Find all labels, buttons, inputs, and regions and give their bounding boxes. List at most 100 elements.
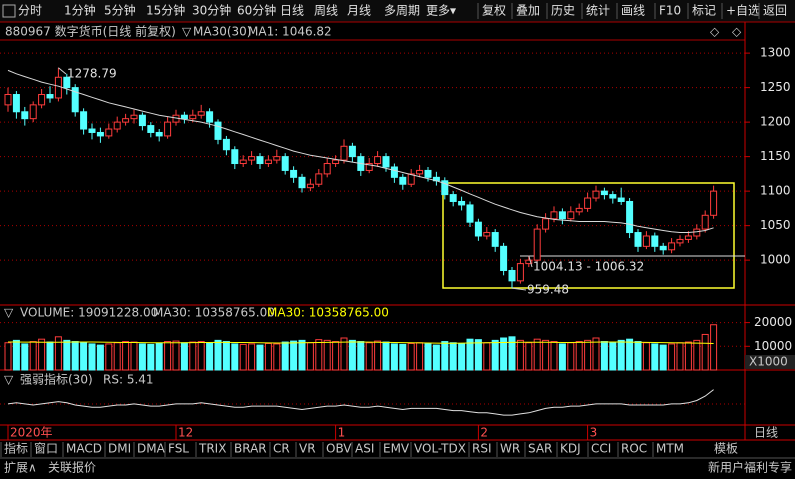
window-icon[interactable]: ◇	[732, 25, 742, 39]
footer-link[interactable]: 扩展∧	[4, 461, 37, 475]
price-annotation: 959.48	[527, 283, 569, 297]
candle-body	[164, 121, 172, 137]
period-button[interactable]: 30分钟	[192, 3, 231, 18]
tool-button[interactable]: 标记	[692, 4, 716, 18]
window-icon[interactable]: ◇	[710, 25, 720, 39]
volume-bar	[340, 337, 348, 371]
y-tick-label: 1150	[760, 149, 791, 163]
indicator-tab[interactable]: CR	[273, 442, 290, 456]
period-button[interactable]: 5分钟	[104, 3, 136, 18]
indicator-tab[interactable]: BRAR	[234, 442, 267, 456]
volume-bar	[290, 340, 298, 371]
y-tick-label: 1300	[760, 46, 791, 60]
volume-bar	[130, 341, 138, 371]
candle-body	[609, 194, 617, 199]
period-button[interactable]: 15分钟	[146, 3, 185, 18]
candle-body	[449, 194, 457, 202]
volume-bar	[399, 343, 407, 371]
candle-body	[668, 242, 676, 251]
volume-bar	[416, 342, 424, 371]
candle-body	[29, 104, 37, 120]
rs-line	[7, 389, 714, 416]
indicator-tab[interactable]: KDJ	[560, 442, 581, 456]
toolbar-bg	[0, 0, 795, 22]
period-button[interactable]: 60分钟	[237, 3, 276, 18]
indicator-tab[interactable]: MTM	[656, 442, 684, 456]
indicator-tab[interactable]: DMI	[108, 442, 131, 456]
indicator-tab[interactable]: FSL	[168, 442, 189, 456]
indicator-tab[interactable]: EMV	[383, 442, 410, 456]
indicator-tab[interactable]: ROC	[621, 442, 647, 456]
volume-bar	[558, 343, 566, 371]
tool-button[interactable]: 统计	[586, 4, 610, 18]
period-button[interactable]: 1分钟	[64, 3, 96, 18]
candle-body	[332, 159, 340, 165]
period-button[interactable]: 月线	[347, 4, 371, 18]
y-tick-label: 10000	[754, 339, 792, 353]
indicator-tab[interactable]: MACD	[66, 442, 102, 456]
indicator-tab[interactable]: CCI	[591, 442, 611, 456]
volume-bar	[407, 342, 415, 371]
indicator-tab[interactable]: DMA	[137, 442, 166, 456]
period-label: 日线	[754, 426, 778, 440]
candle-body	[575, 207, 583, 213]
y-tick-label: 1050	[760, 218, 791, 232]
volume-bar	[533, 338, 541, 371]
tool-button[interactable]: 复权	[482, 4, 506, 18]
candle-body	[651, 235, 659, 247]
volume-bar	[113, 342, 121, 371]
period-button[interactable]: 日线	[280, 4, 304, 18]
candle-body	[248, 156, 256, 161]
indicator-tab[interactable]: OBV	[326, 442, 352, 456]
volume-bar	[298, 339, 306, 371]
indicator-tab[interactable]: SAR	[528, 442, 552, 456]
candle-body	[38, 94, 46, 106]
footer-link[interactable]: 关联报价	[48, 460, 96, 475]
tool-button[interactable]: 画线	[621, 4, 645, 18]
period-button[interactable]: 多周期	[384, 4, 420, 18]
indicator-tab[interactable]: 窗口	[34, 442, 58, 456]
indicator-tab[interactable]: ASI	[355, 442, 374, 456]
candle-body	[71, 87, 79, 113]
volume-bar	[80, 342, 88, 371]
tool-button[interactable]: +自选	[726, 4, 760, 18]
candle-body	[113, 121, 121, 130]
candle-body	[584, 197, 592, 209]
candle-body	[80, 111, 88, 130]
tool-button[interactable]: F10	[659, 4, 681, 18]
indicator-tab[interactable]: VR	[299, 442, 316, 456]
candle-body	[315, 173, 323, 185]
indicator-tab[interactable]: RSI	[472, 442, 492, 456]
candle-body	[701, 214, 709, 230]
x-tick-label: 2	[480, 426, 488, 440]
chart-title: 880967 数字货币(日线 前复权)	[5, 24, 176, 39]
indicator-tab[interactable]: TRIX	[198, 442, 226, 456]
candle-body	[323, 163, 331, 175]
indicator-tab[interactable]: VOL-TDX	[414, 442, 466, 456]
period-button[interactable]: 更多▾	[426, 4, 456, 18]
volume-bar	[12, 339, 20, 371]
volume-bar	[466, 338, 474, 371]
tool-button[interactable]: 叠加	[516, 4, 540, 18]
legend-entry: VOLUME: 19091228.00	[20, 306, 158, 320]
y-tick-label: 1100	[760, 184, 791, 198]
indicator-tab[interactable]: WR	[500, 442, 520, 456]
template-tab[interactable]: 模板	[714, 442, 738, 456]
x-tick-label: 2020年	[10, 426, 53, 440]
volume-bar	[138, 343, 146, 371]
period-button[interactable]: 分时	[18, 4, 42, 18]
tool-button[interactable]: 历史	[551, 4, 575, 18]
volume-bar	[197, 341, 205, 371]
menu-icon[interactable]	[2, 4, 16, 18]
tool-button[interactable]: 返回	[763, 4, 787, 18]
indicator-tab[interactable]: 指标	[4, 441, 28, 456]
footer-link[interactable]: 新用户福利专享	[708, 460, 792, 475]
period-button[interactable]: 周线	[314, 4, 338, 18]
candle-body	[407, 173, 415, 185]
volume-bar	[701, 333, 709, 371]
volume-bar	[357, 341, 365, 371]
candle-body	[298, 176, 306, 189]
candle-body	[21, 111, 29, 120]
candle-body	[474, 221, 482, 237]
